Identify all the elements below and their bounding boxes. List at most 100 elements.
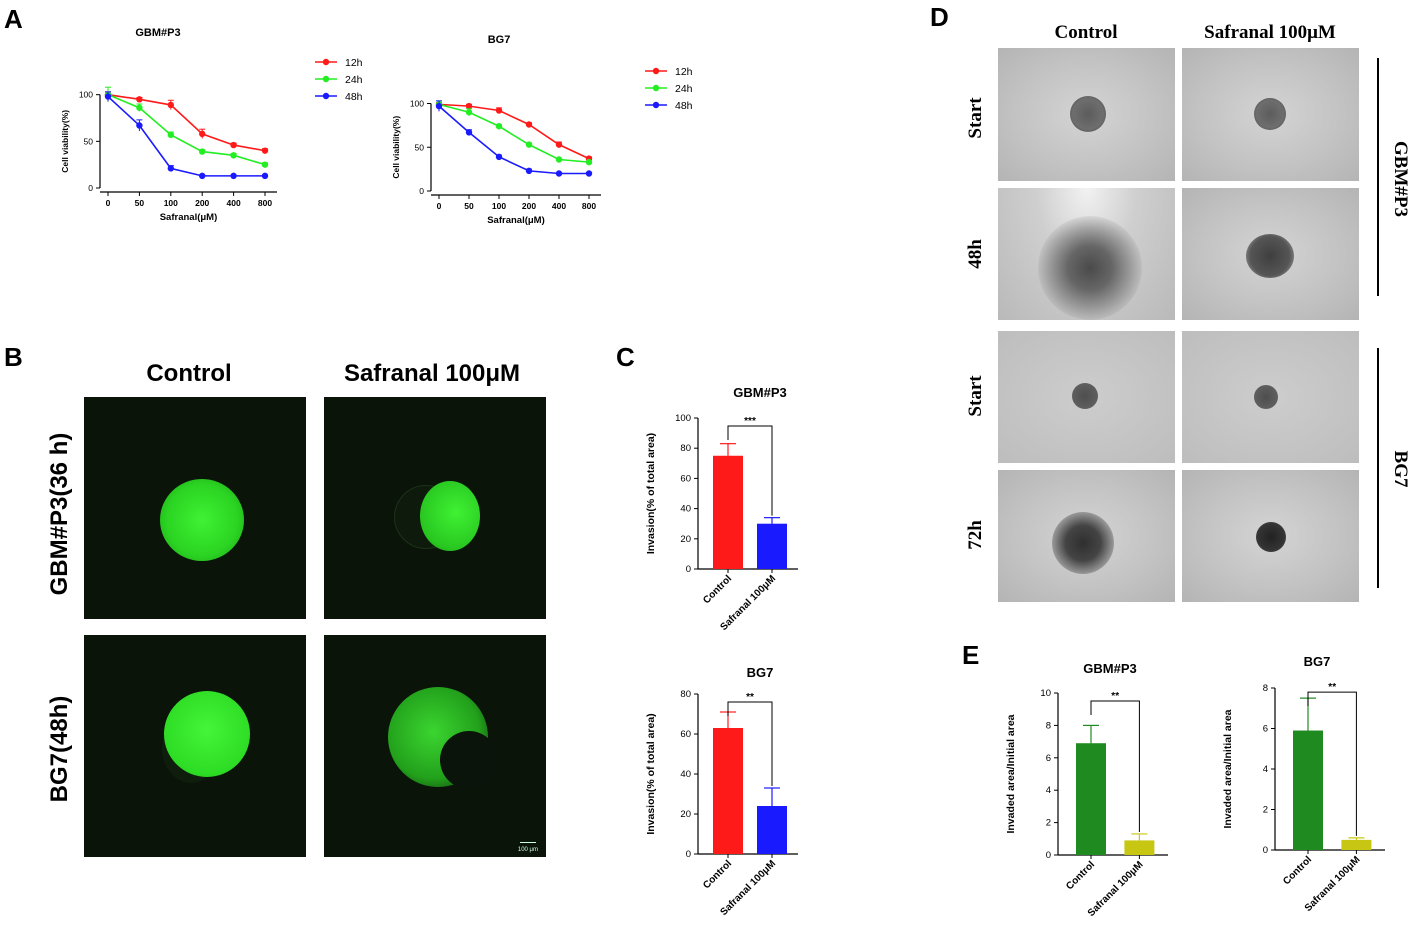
series-line-24h (107, 93, 266, 166)
series-line-24h (438, 103, 590, 163)
x-tick-label: 200 (195, 198, 209, 208)
b-image-bg7-treat: 100 μm (324, 635, 546, 857)
data-point-12h (167, 101, 174, 109)
bar-control (1076, 743, 1106, 855)
data-point-24h (230, 152, 237, 159)
y-tick-label: 0 (88, 183, 93, 193)
panel-letter-c: C (616, 342, 635, 372)
d-group-bar-gbm (1377, 58, 1379, 296)
data-point-12h (199, 130, 206, 138)
legend-marker (322, 75, 330, 83)
y-tick-label: 40 (680, 504, 691, 515)
significance-bracket (727, 425, 773, 516)
chart-e-bg7: BG7 0 2 4 6 8 Invaded area/Initial area Control… (1222, 654, 1385, 914)
x-tick-label: Control (1064, 859, 1097, 892)
legend-label: 12h (345, 57, 363, 69)
y-tick-label: 0 (419, 186, 424, 196)
bar-treat (757, 523, 787, 569)
significance-bracket (727, 701, 773, 786)
bar-treat (1341, 839, 1372, 850)
x-tick-label: 0 (437, 201, 442, 211)
d-image-gbm-treat-start (1182, 48, 1359, 181)
y-axis-label: Cell viability(%) (391, 116, 401, 179)
b-image-gbm-treat (324, 397, 546, 619)
y-tick-label: 100 (79, 90, 93, 100)
data-point-48h (230, 172, 237, 180)
x-tick-label: 50 (464, 201, 474, 211)
legend-label: 48h (345, 91, 363, 103)
x-tick-label: 400 (552, 201, 566, 211)
chart-title: GBM#P3 (733, 385, 786, 400)
y-tick-label: 60 (680, 473, 691, 484)
d-image-gbm-control-start (998, 48, 1175, 181)
series-line-12h (438, 103, 590, 160)
x-tick-label: 800 (258, 198, 272, 208)
bar-control (713, 728, 743, 854)
chart-c-bg7: BG7 0 20 40 60 80 Invasion(% of total area) Con… (645, 665, 798, 918)
y-tick-label: 6 (1046, 753, 1051, 764)
x-tick-label: 100 (164, 198, 178, 208)
panel-letter-a: A (4, 4, 23, 34)
y-tick-label: 20 (680, 809, 691, 820)
x-axis-label: Safranal(μM) (487, 215, 545, 226)
bar-treat (1124, 840, 1155, 855)
y-tick-label: 2 (1046, 818, 1051, 829)
b-row-gbm-label: GBM#P3(36 h) (46, 432, 73, 596)
y-tick-label: 0 (1263, 845, 1268, 856)
x-tick-label: 800 (582, 201, 596, 211)
chart-title: BG7 (747, 665, 774, 680)
b-image-bg7-control (84, 635, 306, 857)
chart-title: BG7 (488, 34, 511, 46)
y-axis-label: Invasion(% of total area) (645, 433, 657, 554)
b-row-bg7-label: BG7(48h) (46, 695, 73, 803)
legend-marker (652, 67, 660, 75)
data-point-24h (465, 109, 473, 116)
y-tick-label: 6 (1263, 724, 1268, 735)
x-tick-label: 100 (492, 201, 506, 211)
y-tick-label: 0 (686, 564, 691, 575)
legend-label: 12h (675, 66, 693, 78)
data-point-48h (167, 165, 174, 172)
y-tick-label: 0 (686, 849, 691, 860)
legend-marker (322, 58, 330, 66)
data-point-12h (525, 121, 533, 128)
b-scalebar (520, 842, 536, 843)
bar-treat (757, 806, 787, 854)
panel-letter-d: D (930, 2, 949, 32)
y-tick-label: 4 (1263, 764, 1268, 775)
d-image-bg7-treat-72h (1182, 470, 1359, 602)
data-point-12h (230, 141, 237, 149)
data-point-48h (495, 153, 503, 161)
legend-marker (322, 92, 330, 100)
y-axis-label: Invasion(% of total area) (645, 713, 657, 834)
y-tick-label: 50 (415, 142, 425, 152)
chart-a-gbm-p3: GBM#P3 0 50 100 Cell viability(%) 0 50 100 200 40… (60, 27, 363, 223)
data-point-48h (555, 170, 563, 177)
chart-title: GBM#P3 (135, 27, 180, 39)
d-image-bg7-treat-start (1182, 331, 1359, 463)
data-point-24h (136, 104, 143, 111)
d-row-72h: 72h (965, 520, 986, 550)
d-image-bg7-control-start (998, 331, 1175, 463)
x-tick-label: Control (701, 573, 734, 606)
panel-letter-e: E (962, 640, 980, 670)
data-point-12h (465, 102, 473, 110)
chart-a-bg7: BG7 0 50 100 Cell viability(%) 0 50 100 200 400 80… (391, 34, 693, 226)
significance-bracket (1090, 700, 1140, 832)
data-point-24h (199, 148, 206, 155)
y-tick-label: 40 (680, 769, 691, 780)
data-point-12h (495, 107, 503, 114)
x-tick-label: 200 (522, 201, 536, 211)
data-point-24h (525, 141, 533, 148)
data-point-24h (495, 123, 503, 130)
x-tick-label: 50 (135, 198, 145, 208)
y-tick-label: 2 (1263, 805, 1268, 816)
data-point-48h (199, 172, 206, 180)
d-image-bg7-control-72h (998, 470, 1175, 602)
y-tick-label: 20 (680, 534, 691, 545)
legend-marker (652, 101, 660, 109)
d-row-start-2: Start (965, 375, 986, 417)
d-col-treat: Safranal 100μM (1204, 22, 1336, 43)
data-point-48h (585, 170, 593, 177)
